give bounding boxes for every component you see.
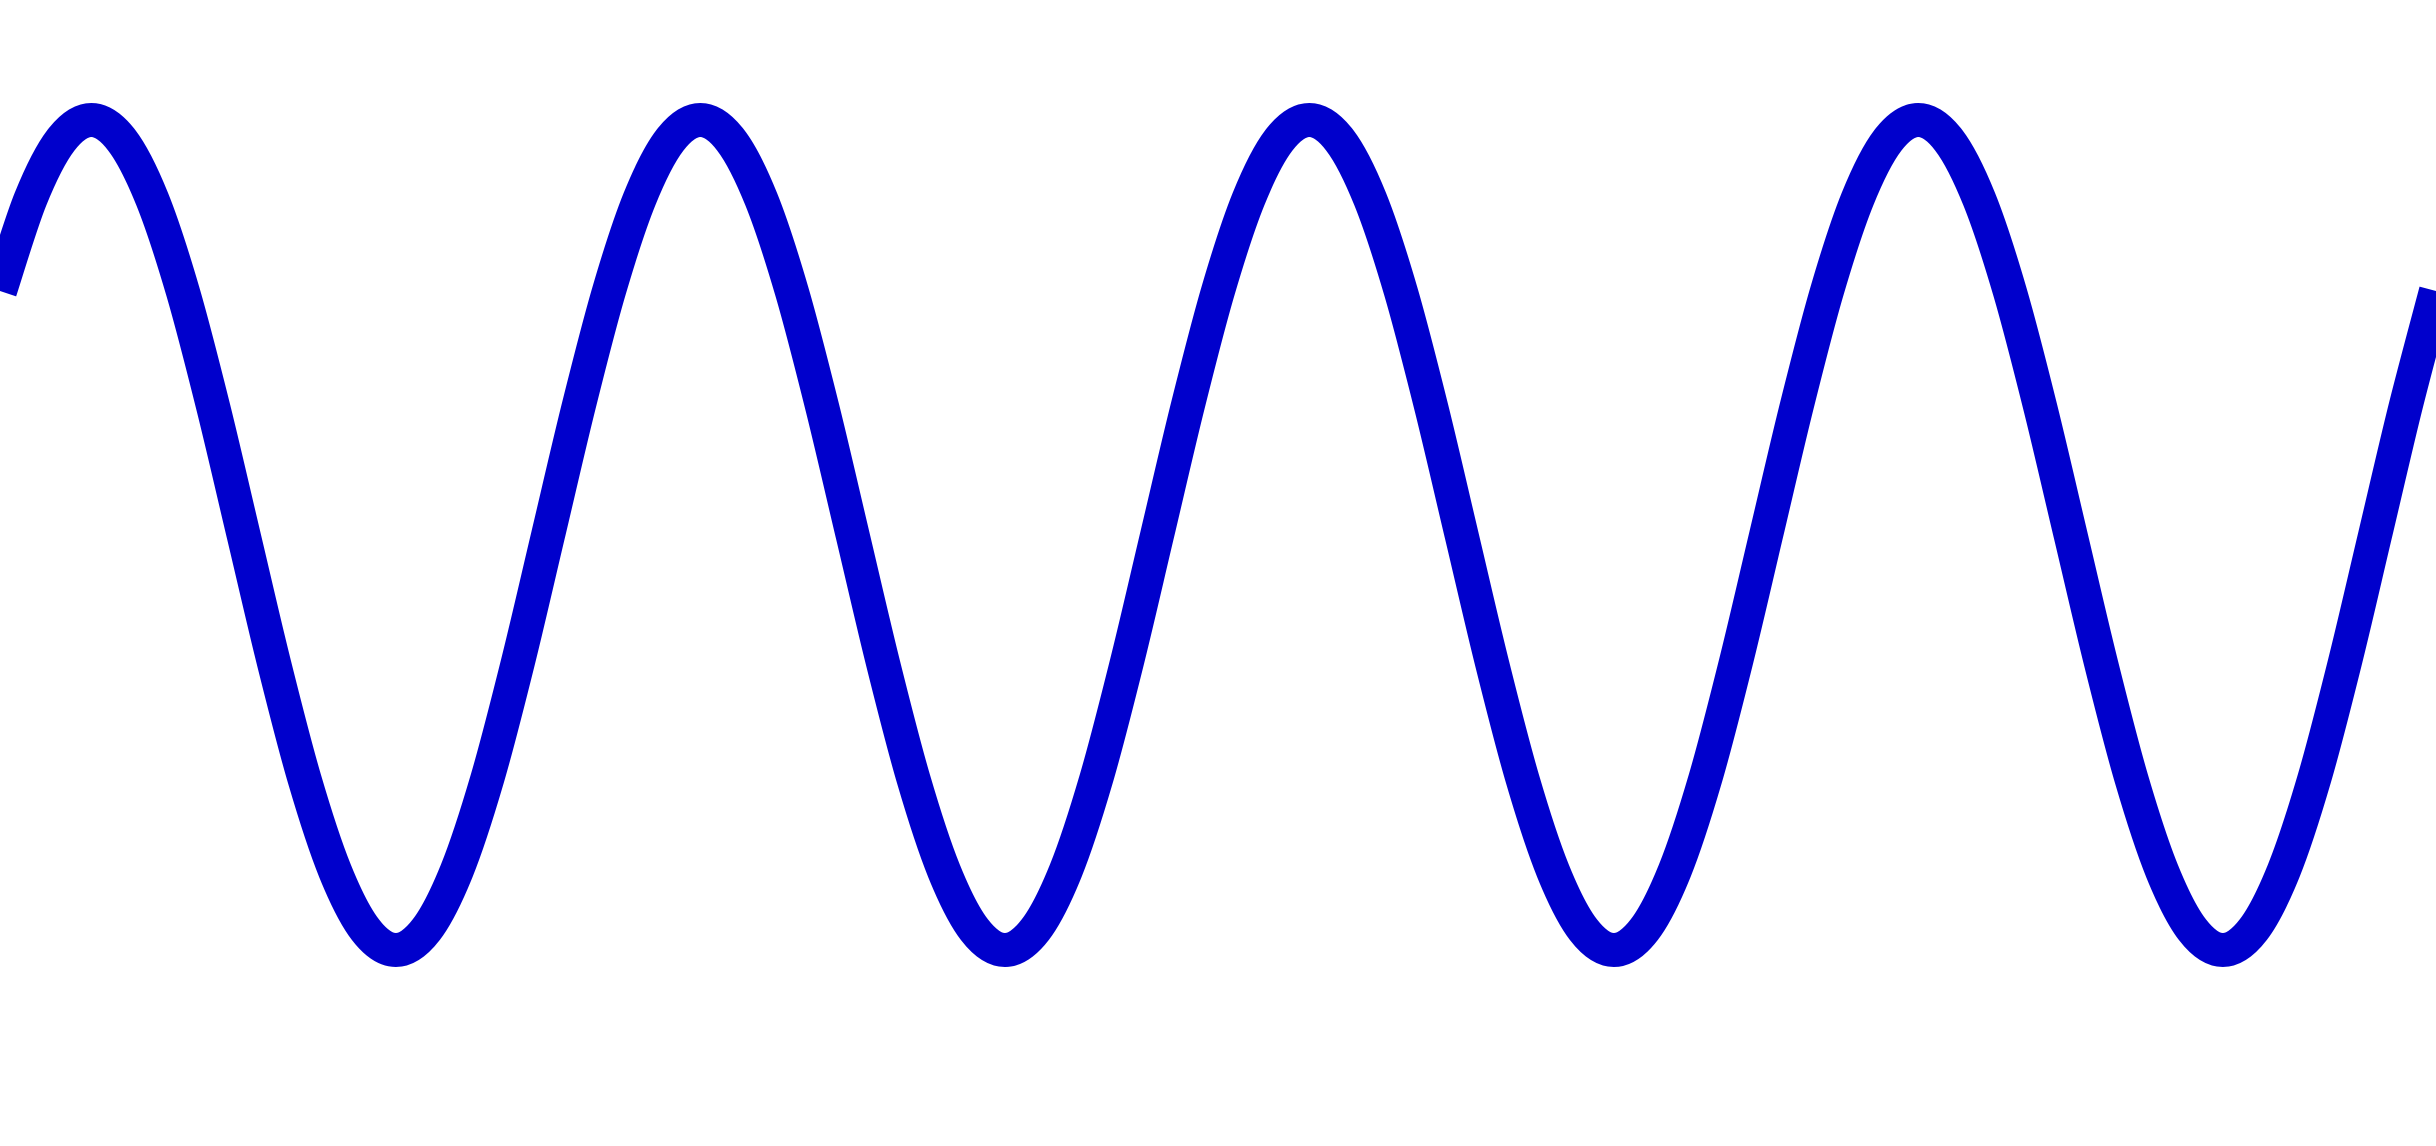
series-line [0, 103, 2436, 967]
series-layer [0, 103, 2436, 967]
